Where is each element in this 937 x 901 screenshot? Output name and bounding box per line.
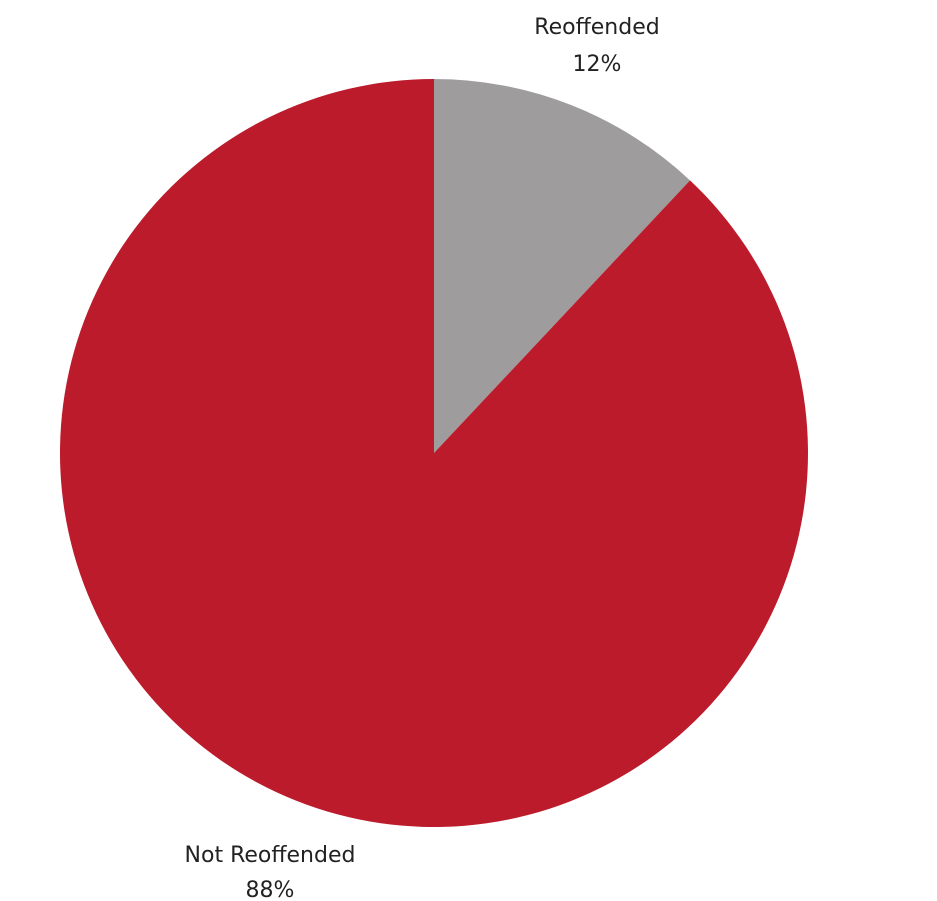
slice-value-reoffended: 12% [573, 52, 622, 77]
slice-label-not-reoffended: Not Reoffended [185, 843, 356, 868]
slice-label-reoffended: Reoffended [534, 15, 659, 40]
pie-slice-not-reoffended [59, 79, 808, 827]
label-not-reoffended: Not Reoffended 88% [185, 843, 356, 901]
slice-value-not-reoffended: 88% [246, 878, 295, 901]
pie-slice-reoffended [434, 79, 691, 453]
pie-slices [59, 79, 808, 827]
label-reoffended: Reoffended 12% [534, 15, 659, 77]
